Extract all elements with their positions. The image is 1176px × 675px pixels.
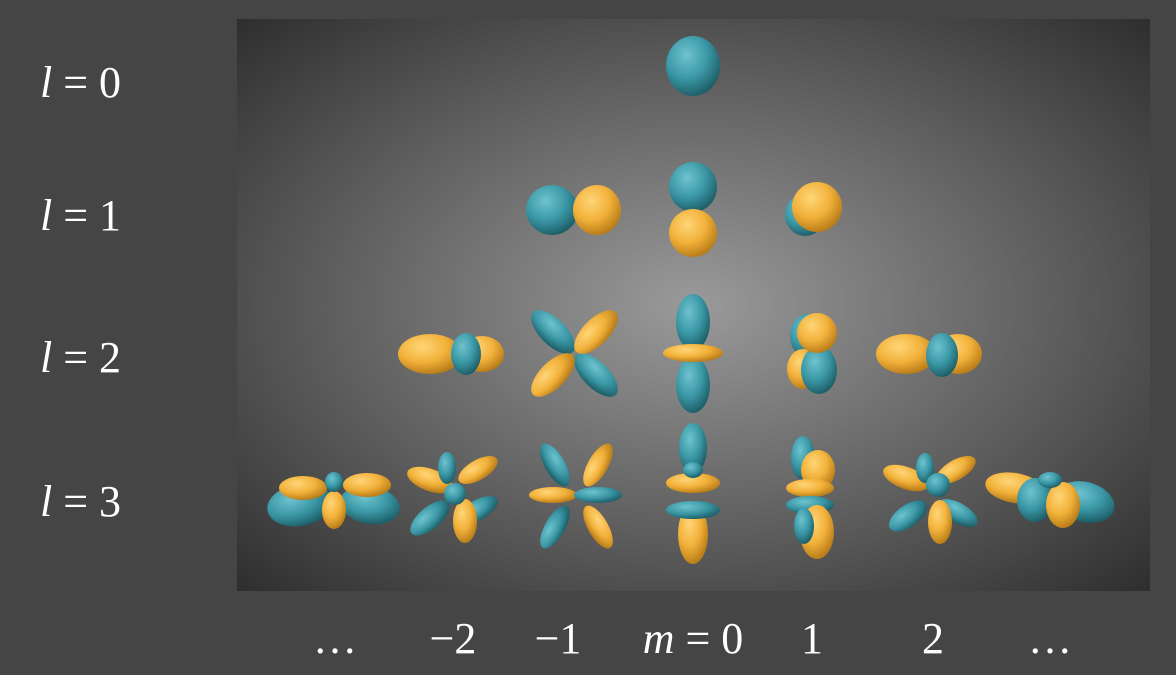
row-label-l0-variable: l	[40, 58, 53, 107]
row-label-l2-variable: l	[40, 333, 53, 382]
orbital-l3-m2	[883, 453, 978, 544]
col-label-m0: m = 0	[643, 617, 744, 661]
row-label-l2: l = 2	[40, 336, 121, 380]
row-label-l3-value: = 3	[63, 477, 122, 526]
orbital-l3-m0	[666, 423, 720, 564]
col-label-m-neg1: −1	[534, 614, 582, 663]
col-label-m-pos2: 2	[922, 614, 944, 663]
row-label-l3-variable: l	[40, 477, 53, 526]
row-label-l1: l = 1	[40, 194, 121, 238]
orbital-l0-m0	[666, 36, 720, 96]
col-label-left-ellipsis: …	[313, 614, 357, 663]
orbital-l3-m3	[985, 472, 1115, 528]
row-label-l2-value: = 2	[63, 333, 122, 382]
col-label-m-pos1: 1	[801, 614, 823, 663]
col-label-right-ellipsis: …	[1028, 614, 1072, 663]
orbital-l2-m2	[876, 333, 982, 377]
col-label-m0-value: = 0	[685, 614, 744, 663]
row-label-l0: l = 0	[40, 61, 121, 105]
orbital-l2-m-neg2	[398, 333, 504, 375]
row-label-l0-value: = 0	[63, 58, 122, 107]
orbital-l1-m0	[669, 162, 717, 257]
col-label-m-variable: m	[642, 614, 675, 663]
orbital-l1-m1	[785, 182, 842, 236]
row-label-l1-value: = 1	[63, 191, 122, 240]
orbital-l3-m1	[786, 436, 835, 559]
orbital-l2-m-neg1	[531, 310, 618, 397]
orbital-l3-m-neg1	[529, 443, 622, 549]
row-label-l1-variable: l	[40, 191, 53, 240]
orbital-l3-m-neg2	[407, 452, 498, 543]
orbital-l2-m0	[663, 294, 723, 413]
row-label-l3: l = 3	[40, 480, 121, 524]
col-label-m-neg2: −2	[429, 614, 477, 663]
orbital-l3-m-neg3	[267, 472, 400, 529]
orbital-l2-m1	[787, 313, 837, 394]
orbital-l1-m-neg1	[526, 185, 621, 235]
